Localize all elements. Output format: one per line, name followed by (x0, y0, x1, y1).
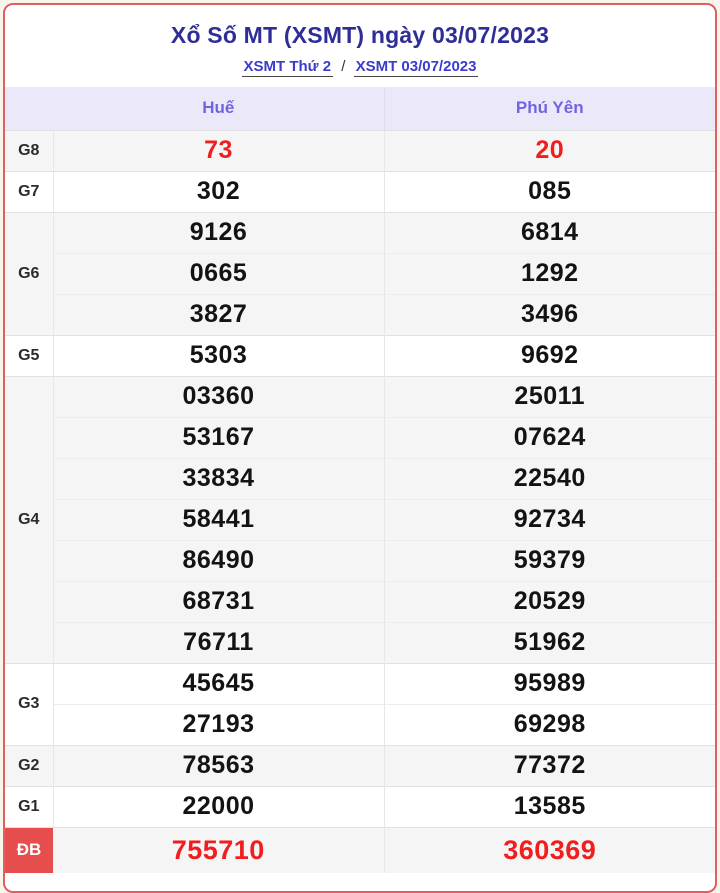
prize-row-G4: 68731 20529 (5, 580, 715, 622)
prize-value: 1292 (383, 252, 715, 294)
prize-value: 0665 (53, 252, 384, 294)
breadcrumb: XSMT Thứ 2 / XSMT 03/07/2023 (13, 58, 707, 77)
results-tbody: G8 73 20 G7 302 085 G6 9126 6814 0665 1292 3827 3496… (5, 129, 715, 873)
prize-value: 86490 (53, 539, 384, 581)
prize-row-G4: 76711 51962 (5, 621, 715, 663)
prize-label-ĐB: ĐB (5, 826, 53, 873)
prize-value: 73 (53, 129, 384, 171)
prize-label-G8: G8 (5, 129, 54, 171)
prize-value: 45645 (53, 662, 384, 704)
prize-value: 33834 (53, 457, 384, 499)
prize-value: 20 (383, 129, 715, 171)
prize-label-G6: G6 (5, 211, 54, 335)
prize-value: 68731 (53, 580, 384, 622)
prize-value: 360369 (383, 826, 715, 873)
prize-value: 92734 (383, 498, 715, 540)
prize-row-G6: 0665 1292 (5, 252, 715, 294)
prize-value: 22540 (383, 457, 715, 499)
prize-value: 6814 (383, 211, 715, 253)
prize-label-G4: G4 (5, 375, 54, 663)
prize-row-G8: G8 73 20 (5, 129, 715, 171)
prize-value: 22000 (53, 785, 384, 827)
prize-value: 69298 (383, 703, 715, 745)
prize-label-G5: G5 (5, 334, 54, 376)
prize-row-G4: 53167 07624 (5, 416, 715, 458)
prize-row-G6: 3827 3496 (5, 293, 715, 335)
prize-row-G6: G6 9126 6814 (5, 211, 715, 335)
prize-row-G4: G4 03360 25011 (5, 375, 715, 663)
corner-cell (5, 87, 53, 130)
prize-value: 3827 (53, 293, 384, 335)
prize-label-G1: G1 (5, 785, 54, 827)
prize-row-G3: G3 45645 95989 (5, 662, 715, 745)
results-card: Xổ Số MT (XSMT) ngày 03/07/2023 XSMT Thứ… (3, 3, 717, 893)
prize-value: 5303 (53, 334, 384, 376)
prize-value: 07624 (383, 416, 715, 458)
prize-value: 59379 (383, 539, 715, 581)
page-title: Xổ Số MT (XSMT) ngày 03/07/2023 (170, 22, 550, 48)
prize-row-G4: 86490 59379 (5, 539, 715, 581)
prize-row-G1: G1 22000 13585 (5, 785, 715, 827)
breadcrumb-link-date[interactable]: XSMT 03/07/2023 (353, 58, 479, 77)
prize-value: 20529 (383, 580, 715, 622)
prize-value: 13585 (383, 785, 715, 827)
prize-label-G7: G7 (5, 170, 54, 212)
prize-value: 95989 (383, 662, 715, 704)
prize-label-G3: G3 (5, 662, 54, 745)
prize-value: 25011 (383, 375, 715, 417)
column-header-phu-yen: Phú Yên (383, 87, 715, 130)
prize-value: 3496 (383, 293, 715, 335)
prize-value: 9126 (53, 211, 384, 253)
prize-value: 9692 (383, 334, 715, 376)
breadcrumb-link-weekday[interactable]: XSMT Thứ 2 (241, 58, 334, 77)
prize-label-G2: G2 (5, 744, 54, 786)
prize-row-G3: 27193 69298 (5, 703, 715, 745)
prize-value: 755710 (53, 826, 384, 873)
breadcrumb-separator: / (341, 58, 346, 75)
prize-value: 085 (383, 170, 715, 212)
prize-row-ĐB: ĐB 755710 360369 (5, 826, 715, 873)
prize-value: 27193 (53, 703, 384, 745)
prize-row-G7: G7 302 085 (5, 170, 715, 212)
prize-value: 03360 (53, 375, 384, 417)
prize-value: 76711 (53, 621, 384, 663)
prize-value: 302 (53, 170, 384, 212)
results-table: Huế Phú Yên G8 73 20 G7 302 085 G6 9126 6814 0665… (5, 87, 715, 873)
prize-row-G5: G5 5303 9692 (5, 334, 715, 376)
prize-row-G4: 33834 22540 (5, 457, 715, 499)
column-header-row: Huế Phú Yên (5, 87, 715, 130)
prize-value: 51962 (383, 621, 715, 663)
column-header-hue: Huế (53, 87, 384, 130)
card-header: Xổ Số MT (XSMT) ngày 03/07/2023 XSMT Thứ… (5, 5, 715, 87)
prize-value: 58441 (53, 498, 384, 540)
prize-value: 77372 (383, 744, 715, 786)
prize-value: 78563 (53, 744, 384, 786)
prize-value: 53167 (53, 416, 384, 458)
prize-row-G4: 58441 92734 (5, 498, 715, 540)
prize-row-G2: G2 78563 77372 (5, 744, 715, 786)
